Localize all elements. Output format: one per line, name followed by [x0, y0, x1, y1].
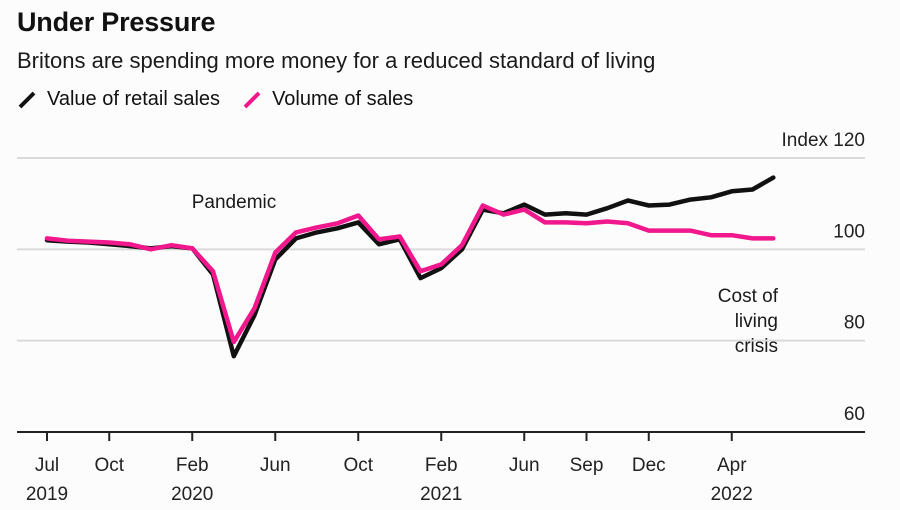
legend: Value of retail sales Volume of sales [17, 88, 435, 111]
series-line-value-of-retail-sales [44, 175, 776, 359]
series-line-volume-of-sales [44, 203, 776, 345]
y-axis-labels: 60 80 100 Index 120 [782, 130, 865, 425]
x-tick-year-label: 2020 [171, 484, 213, 505]
x-tick-label: Feb [176, 455, 209, 476]
x-tick-year-label: 2022 [711, 484, 753, 505]
x-tick-label: Oct [343, 455, 373, 476]
annotation-pandemic: Pandemic [192, 192, 277, 213]
x-tick-label: Jun [260, 455, 291, 476]
annotation-cost-of-living: crisis [735, 336, 778, 357]
legend-swatch-volume-icon [243, 91, 261, 108]
x-tick-year-label: 2019 [26, 484, 68, 505]
chart-title: Under Pressure [17, 7, 216, 37]
legend-item-value: Value of retail sales [17, 88, 220, 111]
x-tick-label: Dec [632, 455, 666, 476]
legend-label-value: Value of retail sales [47, 88, 221, 110]
legend-item-volume: Volume of sales [242, 88, 413, 111]
x-tick-label: Jul [35, 455, 59, 476]
x-tick-year-label: 2021 [420, 484, 462, 505]
chart-subtitle: Britons are spending more money for a re… [17, 48, 656, 73]
x-tick-label: Feb [425, 455, 458, 476]
y-tick-label: 80 [844, 313, 865, 334]
annotations: Pandemic Cost of living crisis [192, 192, 779, 357]
y-tick-label: Index 120 [782, 130, 865, 151]
y-tick-label: 60 [844, 404, 865, 425]
x-tick-label: Sep [570, 455, 604, 476]
legend-swatch-value-icon [18, 91, 36, 108]
annotation-cost-of-living: living [735, 311, 778, 332]
x-tick-label: Apr [717, 455, 747, 476]
y-tick-label: 100 [833, 221, 865, 242]
annotation-cost-of-living: Cost of [718, 286, 779, 307]
legend-label-volume: Volume of sales [272, 88, 414, 110]
x-tick-label: Oct [94, 455, 124, 476]
x-axis: Jul 2019 Oct Feb 2020 Jun Oct Feb 2021 Jun Sep Dec A… [17, 431, 865, 505]
x-tick-label: Jun [509, 455, 540, 476]
series-lines [44, 175, 776, 359]
